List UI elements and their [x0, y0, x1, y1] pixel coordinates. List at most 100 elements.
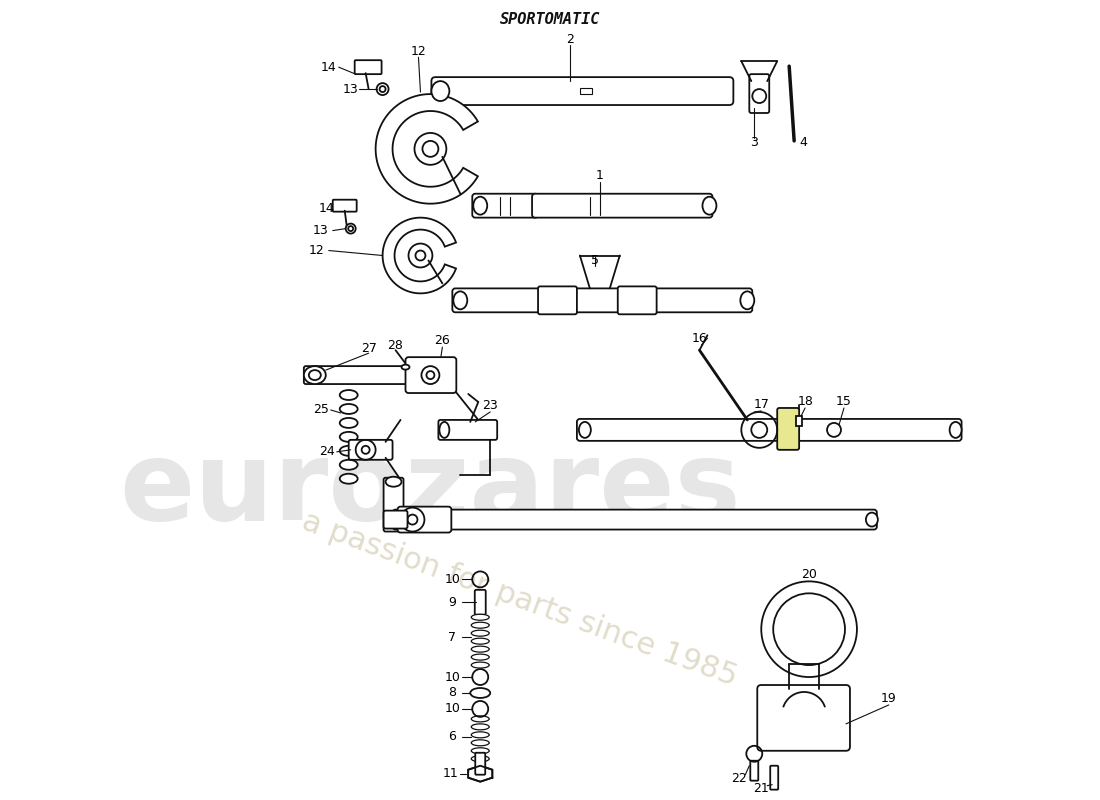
Text: 13: 13 [343, 82, 359, 95]
Ellipse shape [471, 622, 490, 628]
Text: 24: 24 [319, 446, 334, 458]
Text: eurozares: eurozares [120, 436, 741, 543]
Ellipse shape [340, 446, 358, 456]
Text: 17: 17 [754, 398, 769, 411]
Ellipse shape [431, 81, 450, 101]
Ellipse shape [473, 197, 487, 214]
Ellipse shape [309, 370, 321, 380]
Text: 13: 13 [312, 224, 329, 237]
Text: 11: 11 [442, 767, 459, 780]
Text: 9: 9 [449, 596, 456, 609]
FancyBboxPatch shape [333, 200, 356, 212]
FancyBboxPatch shape [618, 286, 657, 314]
Ellipse shape [471, 724, 490, 730]
Ellipse shape [471, 614, 490, 620]
FancyBboxPatch shape [431, 77, 734, 105]
Text: 23: 23 [482, 399, 498, 413]
FancyBboxPatch shape [452, 288, 752, 312]
Ellipse shape [703, 197, 716, 214]
Text: 15: 15 [836, 395, 851, 409]
Text: 19: 19 [881, 693, 896, 706]
Text: 28: 28 [387, 338, 404, 352]
FancyBboxPatch shape [770, 766, 778, 790]
Text: 12: 12 [410, 45, 427, 58]
FancyBboxPatch shape [349, 440, 393, 460]
Ellipse shape [340, 432, 358, 442]
Text: 4: 4 [799, 136, 807, 150]
Ellipse shape [471, 654, 490, 660]
FancyBboxPatch shape [750, 761, 758, 781]
Ellipse shape [949, 422, 961, 438]
FancyBboxPatch shape [393, 510, 877, 530]
FancyBboxPatch shape [397, 506, 451, 533]
Ellipse shape [471, 662, 490, 668]
FancyBboxPatch shape [304, 366, 412, 384]
FancyBboxPatch shape [354, 60, 382, 74]
Text: 3: 3 [750, 136, 758, 150]
Polygon shape [375, 94, 477, 204]
Text: 14: 14 [321, 61, 337, 74]
Text: 16: 16 [692, 332, 707, 345]
FancyBboxPatch shape [778, 408, 799, 450]
Text: 22: 22 [732, 772, 747, 785]
FancyBboxPatch shape [757, 685, 850, 750]
FancyBboxPatch shape [532, 194, 713, 218]
Text: 6: 6 [449, 730, 456, 743]
FancyBboxPatch shape [576, 419, 961, 441]
FancyBboxPatch shape [475, 590, 486, 614]
Text: 12: 12 [309, 244, 324, 257]
FancyBboxPatch shape [384, 510, 407, 529]
Ellipse shape [471, 732, 490, 738]
Text: SPORTOMATIC: SPORTOMATIC [499, 12, 601, 27]
FancyBboxPatch shape [475, 753, 485, 774]
Polygon shape [383, 218, 456, 294]
Text: 10: 10 [444, 702, 460, 715]
Ellipse shape [439, 422, 450, 438]
FancyBboxPatch shape [439, 420, 497, 440]
Text: a passion for parts since 1985: a passion for parts since 1985 [298, 507, 741, 692]
Text: 26: 26 [434, 334, 450, 346]
Ellipse shape [340, 460, 358, 470]
Text: 20: 20 [801, 568, 817, 581]
Ellipse shape [471, 688, 491, 698]
Ellipse shape [340, 474, 358, 484]
Text: 14: 14 [319, 202, 334, 215]
FancyBboxPatch shape [384, 478, 404, 531]
Ellipse shape [340, 390, 358, 400]
FancyBboxPatch shape [406, 357, 456, 393]
Polygon shape [469, 766, 493, 782]
Bar [796, 416, 802, 426]
Ellipse shape [402, 365, 409, 370]
FancyBboxPatch shape [538, 286, 576, 314]
Ellipse shape [340, 404, 358, 414]
Text: 10: 10 [444, 573, 460, 586]
Ellipse shape [471, 630, 490, 636]
Text: 27: 27 [361, 342, 376, 354]
Ellipse shape [340, 418, 358, 428]
Text: 18: 18 [798, 395, 813, 409]
Ellipse shape [740, 291, 755, 310]
Ellipse shape [471, 748, 490, 754]
Ellipse shape [305, 368, 317, 382]
Text: 21: 21 [754, 782, 769, 795]
Text: 5: 5 [591, 254, 598, 267]
Ellipse shape [471, 756, 490, 762]
Ellipse shape [471, 646, 490, 652]
Text: 10: 10 [444, 670, 460, 683]
Ellipse shape [471, 740, 490, 746]
Bar [580, 88, 592, 94]
Ellipse shape [866, 513, 878, 526]
Text: 1: 1 [596, 170, 604, 182]
FancyBboxPatch shape [472, 194, 538, 218]
Text: 2: 2 [566, 33, 574, 46]
Ellipse shape [471, 716, 490, 722]
Ellipse shape [386, 477, 402, 486]
Ellipse shape [471, 638, 490, 644]
Text: 25: 25 [312, 403, 329, 417]
Text: 7: 7 [449, 630, 456, 644]
FancyBboxPatch shape [749, 74, 769, 113]
Ellipse shape [395, 513, 407, 526]
Ellipse shape [304, 366, 326, 384]
Ellipse shape [579, 422, 591, 438]
Text: 8: 8 [449, 686, 456, 699]
